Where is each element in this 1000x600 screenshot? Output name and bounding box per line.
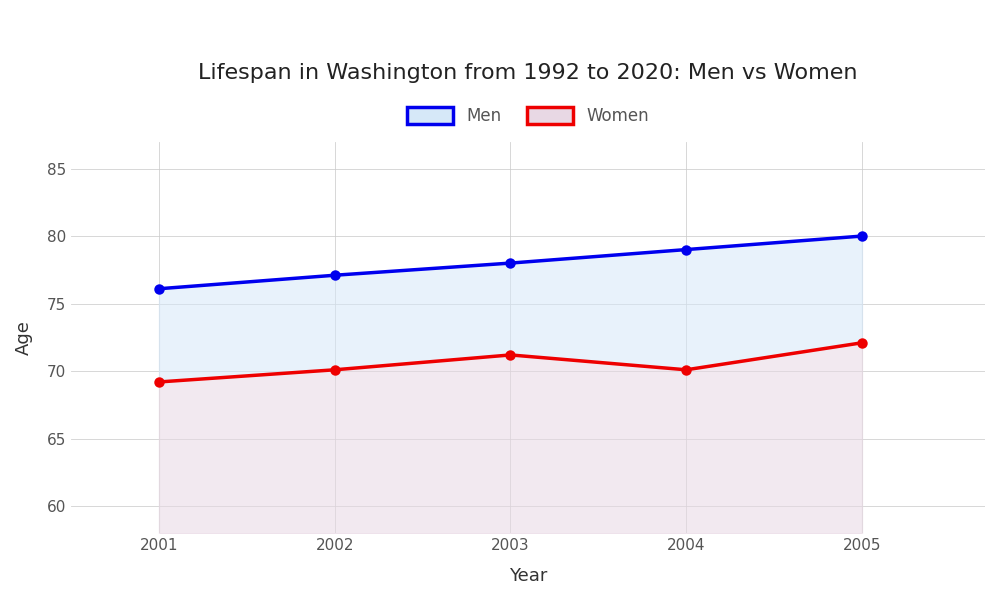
Legend: Men, Women: Men, Women xyxy=(398,99,658,134)
Y-axis label: Age: Age xyxy=(15,320,33,355)
X-axis label: Year: Year xyxy=(509,567,547,585)
Title: Lifespan in Washington from 1992 to 2020: Men vs Women: Lifespan in Washington from 1992 to 2020… xyxy=(198,63,858,83)
